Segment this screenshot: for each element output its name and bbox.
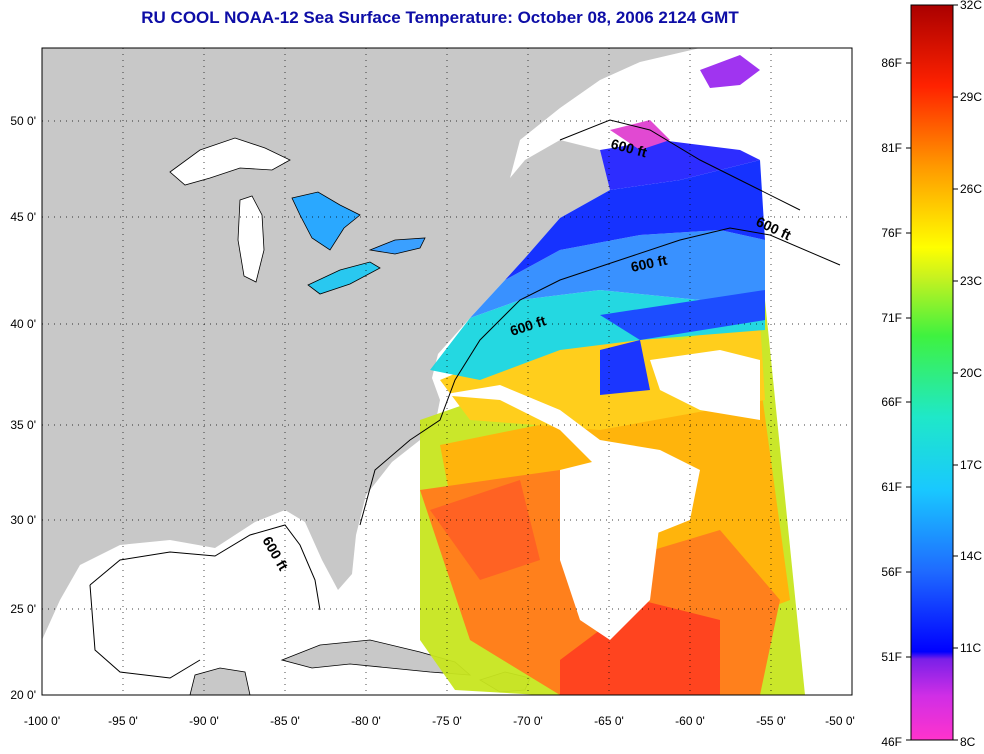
- lon-tick-label: -85 0': [270, 714, 300, 728]
- lat-tick-label: 20 0': [10, 688, 36, 702]
- depth-contour: [89, 119, 841, 679]
- colorbar-fahrenheit-label: 61F: [881, 480, 902, 494]
- colorbar-celsius-label: 8C: [960, 735, 976, 749]
- lat-tick-label: 45 0': [10, 210, 36, 224]
- longitude-axis: -100 0' -95 0' -90 0' -85 0' -80 0' -75 …: [24, 714, 855, 728]
- lake-erie: [307, 261, 381, 295]
- lon-tick-label: -70 0': [513, 714, 543, 728]
- colorbar-fahrenheit-label: 46F: [881, 735, 902, 749]
- lon-tick-label: -90 0': [189, 714, 219, 728]
- colorbar-fahrenheit-label: 71F: [881, 311, 902, 325]
- plot-frame: [41, 47, 853, 696]
- colorbar-celsius-label: 14C: [960, 549, 982, 563]
- lon-tick-label: -80 0': [351, 714, 381, 728]
- colorbar-fahrenheit-label: 81F: [881, 141, 902, 155]
- lat-tick-label: 35 0': [10, 418, 36, 432]
- colorbar-fahrenheit-label: 86F: [881, 56, 902, 70]
- lat-tick-label: 30 0': [10, 513, 36, 527]
- lake-superior: [169, 137, 291, 186]
- lake-ontario: [368, 237, 426, 255]
- lon-tick-label: -65 0': [594, 714, 624, 728]
- colorbar: 32C 29C 26C 23C 20C 17C 14C 11C 8C 86F 8…: [881, 0, 982, 749]
- yucatan-land: [189, 667, 251, 695]
- lat-tick-label: 50 0': [10, 114, 36, 128]
- lake-michigan: [237, 195, 265, 283]
- colorbar-gradient: [910, 4, 954, 741]
- cloud-cover: [440, 350, 760, 640]
- colorbar-fahrenheit-label: 56F: [881, 565, 902, 579]
- colorbar-fahrenheit-label: 66F: [881, 395, 902, 409]
- contour-label: 600 ft: [629, 252, 668, 275]
- lon-tick-label: -50 0': [825, 714, 855, 728]
- colorbar-ticks: [906, 4, 958, 741]
- colorbar-celsius-label: 20C: [960, 366, 982, 380]
- colorbar-celsius-label: 32C: [960, 0, 982, 12]
- colorbar-fahrenheit-label: 51F: [881, 650, 902, 664]
- colorbar-celsius-label: 29C: [960, 90, 982, 104]
- latitude-axis: 50 0' 45 0' 40 0' 35 0' 30 0' 25 0' 20 0…: [10, 114, 36, 702]
- colorbar-celsius-label: 17C: [960, 458, 982, 472]
- lat-tick-label: 25 0': [10, 602, 36, 616]
- lon-tick-label: -55 0': [756, 714, 786, 728]
- lon-tick-label: -60 0': [675, 714, 705, 728]
- map-title: RU COOL NOAA-12 Sea Surface Temperature:…: [141, 8, 739, 27]
- lake-huron: [291, 191, 361, 251]
- lon-tick-label: -95 0': [108, 714, 138, 728]
- colorbar-celsius-label: 23C: [960, 274, 982, 288]
- lon-tick-label: -100 0': [24, 714, 60, 728]
- colorbar-celsius-label: 26C: [960, 182, 982, 196]
- lat-tick-label: 40 0': [10, 317, 36, 331]
- lon-tick-label: -75 0': [432, 714, 462, 728]
- colorbar-fahrenheit-label: 76F: [881, 226, 902, 240]
- colorbar-celsius-label: 11C: [960, 641, 981, 655]
